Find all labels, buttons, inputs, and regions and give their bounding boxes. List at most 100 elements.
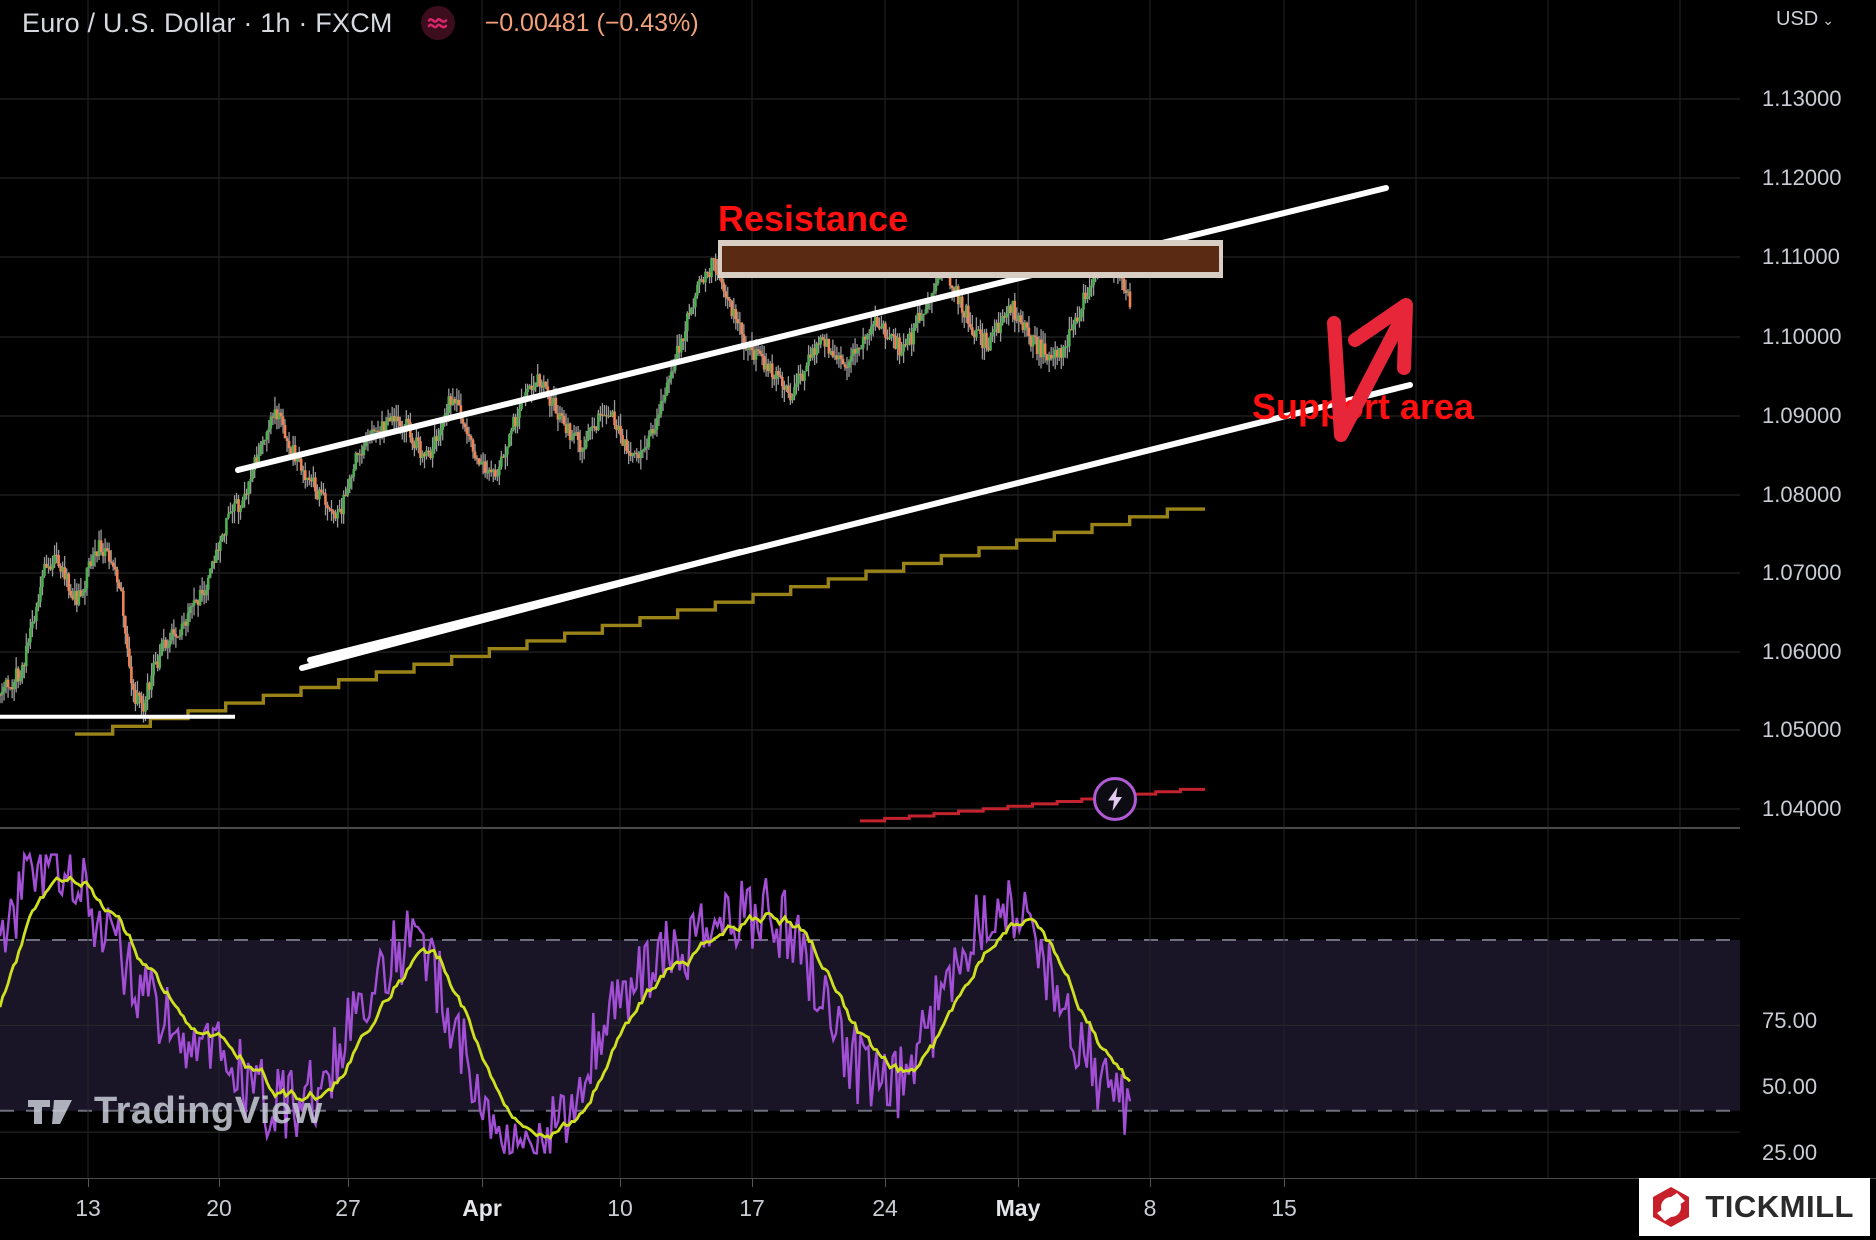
candle-body: [768, 363, 772, 372]
candle-body: [372, 429, 376, 432]
currency-selector[interactable]: USD ⌄: [1776, 8, 1834, 31]
candle-body: [847, 361, 851, 368]
candle-body: [801, 374, 804, 381]
candle-body: [554, 398, 558, 414]
candle-body: [451, 399, 455, 406]
tradingview-wave-icon: [420, 6, 455, 40]
candle-body: [322, 492, 325, 494]
tradingview-logo-icon: [28, 1099, 72, 1124]
candle-body: [57, 555, 60, 567]
candle-body: [447, 396, 451, 413]
candle-body: [168, 640, 172, 647]
price-change-value: −0.00481 (−0.43%): [484, 8, 699, 37]
candle-body: [1011, 300, 1015, 313]
candle-body: [803, 371, 806, 381]
rsi-signal-line: [0, 875, 1131, 1141]
candle-body: [667, 379, 671, 383]
candle-body: [726, 297, 730, 300]
candle-body: [558, 413, 562, 420]
candle-body: [485, 472, 489, 474]
price-scale[interactable]: USD ⌄ 1.13000 1.12000 1.11000 1.10000 1.09000…: [1740, 0, 1876, 1178]
candle-body: [140, 695, 143, 704]
candle-body: [530, 385, 533, 391]
candle-body: [1009, 305, 1013, 313]
candle-body: [1027, 327, 1031, 336]
candle-body: [599, 413, 602, 415]
candle-body: [419, 441, 422, 458]
candle-body: [95, 551, 99, 557]
candle-body: [621, 435, 624, 446]
candle-body: [388, 417, 392, 422]
time-axis-tick: [752, 1179, 753, 1187]
candle-body: [336, 511, 339, 519]
candle-body: [0, 694, 2, 696]
candle-body: [130, 666, 133, 684]
candle-body: [93, 551, 97, 556]
candle-body: [647, 435, 651, 448]
candle-body: [627, 450, 630, 453]
candle-body: [568, 423, 572, 440]
candle-body: [1045, 354, 1049, 361]
candle-body: [813, 348, 816, 355]
candle-body: [544, 381, 548, 387]
candle-body: [29, 628, 32, 643]
candle-body: [508, 434, 511, 447]
candle-body: [122, 590, 125, 616]
candle-body: [263, 439, 267, 442]
candle-body: [142, 703, 145, 712]
candle-body: [421, 453, 424, 458]
candle-body: [433, 436, 436, 450]
candle-body: [657, 414, 661, 419]
channel-mid-trendline[interactable]: [307, 382, 1413, 663]
candle-body: [1015, 319, 1019, 321]
candle-body: [532, 387, 535, 391]
candle-body: [920, 314, 924, 321]
candle-body: [146, 682, 149, 700]
candle-body: [8, 687, 12, 689]
candle-body: [81, 592, 85, 596]
candle-body: [328, 508, 331, 510]
candle-body: [441, 422, 445, 430]
candle-body: [14, 668, 18, 682]
candle-body: [1072, 324, 1075, 330]
candle-body: [770, 363, 774, 378]
time-axis-label: 24: [872, 1195, 898, 1221]
time-axis-tick: [1150, 1179, 1151, 1187]
candle-body: [18, 677, 22, 682]
candle-body: [831, 351, 835, 357]
resistance-zone-box[interactable]: [718, 240, 1223, 278]
candle-body: [936, 278, 940, 284]
candle-body: [87, 561, 91, 569]
candle-body: [1076, 317, 1079, 322]
candle-body: [417, 437, 420, 442]
candle-body: [126, 633, 129, 649]
tickmill-wordmark: TICKMILL: [1705, 1189, 1854, 1224]
lightning-bolt-icon[interactable]: [1093, 777, 1137, 821]
candle-body: [33, 621, 36, 623]
candle-body: [859, 348, 863, 350]
price-plot-area[interactable]: [0, 0, 1740, 1178]
candle-body: [411, 437, 414, 444]
candle-body: [245, 493, 248, 495]
candle-body: [413, 443, 416, 449]
candle-body: [101, 551, 105, 557]
candle-body: [504, 454, 507, 458]
candle-body: [354, 452, 358, 470]
candle-body: [601, 414, 604, 416]
candle-body: [835, 355, 839, 360]
candle-body: [692, 307, 695, 309]
channel-upper-trendline[interactable]: [235, 185, 1389, 473]
candle-body: [578, 439, 582, 452]
candle-body: [113, 566, 117, 570]
candle-body: [382, 421, 386, 431]
candle-body: [1124, 290, 1128, 293]
candle-body: [781, 376, 784, 387]
candle-body: [291, 445, 295, 455]
channel-lower-trendline[interactable]: [299, 549, 743, 671]
symbol-title[interactable]: Euro / U.S. Dollar · 1h · FXCM: [22, 7, 393, 38]
candle-body: [514, 416, 517, 427]
candle-body: [124, 615, 127, 634]
candle-body: [979, 329, 982, 335]
time-scale[interactable]: 13 20 27 Apr 10 17 24 May 8 15: [0, 1178, 1876, 1240]
candle-body: [178, 635, 182, 637]
